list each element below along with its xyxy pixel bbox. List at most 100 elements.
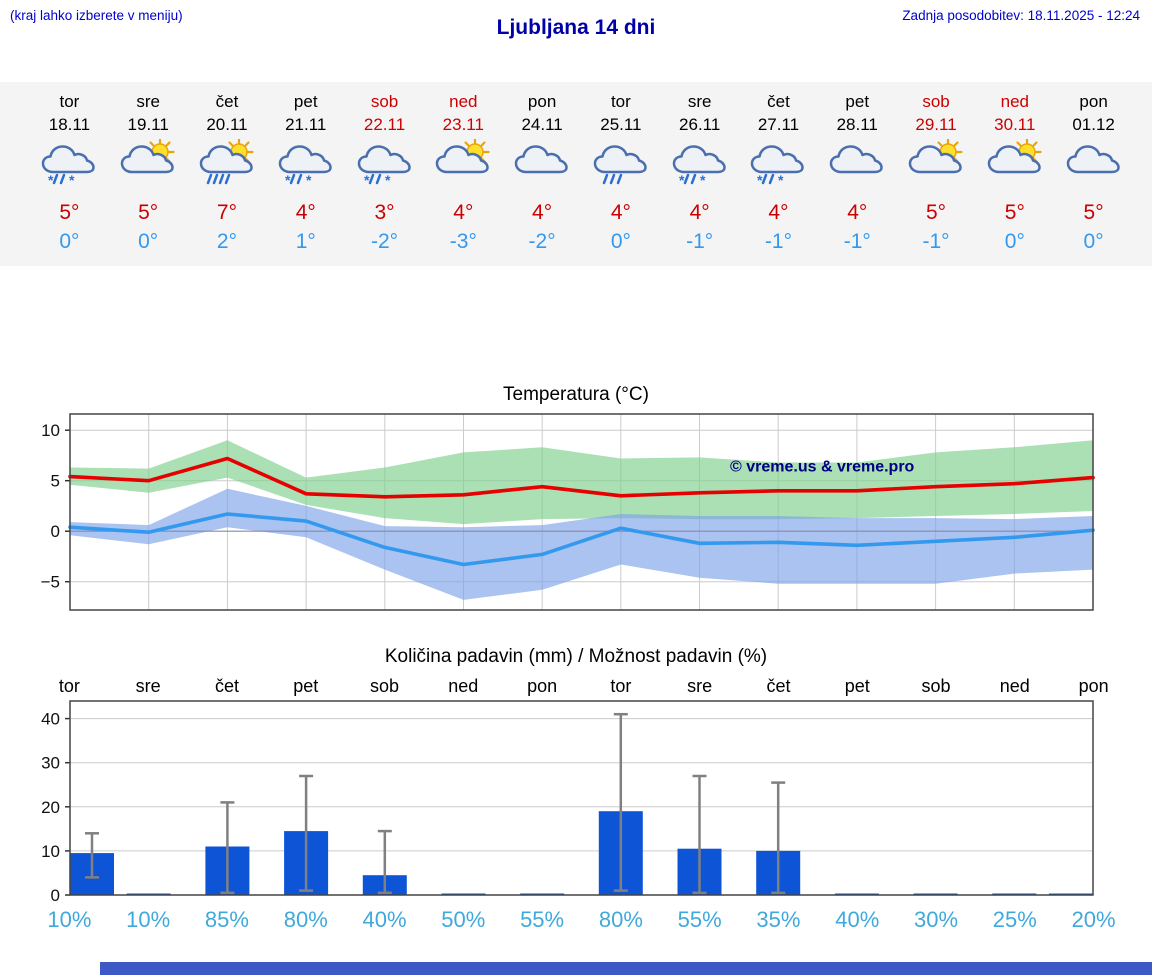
min-temp-value: 1°	[295, 230, 316, 253]
precip-probability-value: 20%	[1071, 907, 1116, 932]
weather-icon-rain-snow: * *	[30, 136, 109, 190]
min-temp-value: -1°	[922, 230, 950, 253]
day-date: 25.11	[600, 115, 642, 134]
precip-day-label: sob	[370, 676, 400, 696]
weather-icon-rain	[581, 136, 660, 190]
cloud-icon	[751, 145, 805, 174]
precip-probability-value: 25%	[992, 907, 1037, 932]
precip-day-label: čet	[214, 676, 239, 696]
cloud-icon	[829, 145, 883, 174]
precip-day-label: sob	[921, 676, 951, 696]
precip-day-label: ned	[448, 676, 479, 696]
precip-day-label: pet	[293, 676, 319, 696]
cloud-icon	[1066, 145, 1120, 174]
precip-day-label: ned	[999, 676, 1030, 696]
forecast-day-column: sob 29.11 5° -1°	[897, 90, 976, 256]
day-date: 21.11	[285, 115, 327, 134]
precip-day-label: sre	[135, 676, 161, 696]
forecast-day-column: sob 22.11 * * 3° -2°	[345, 90, 424, 256]
weather-icon-rain-snow: * *	[345, 136, 424, 190]
day-name: sre	[136, 92, 160, 111]
min-temp-value: 0°	[59, 230, 80, 253]
day-date: 20.11	[206, 115, 248, 134]
weather-icon-sun-cloud	[424, 136, 503, 190]
forecast-day-column: pet 21.11 * * 4° 1°	[266, 90, 345, 256]
min-temp-value: -2°	[528, 230, 556, 253]
cloud-icon	[42, 145, 96, 174]
forecast-day-column: ned 23.11 4° -3°	[424, 90, 503, 256]
cloud-icon	[278, 145, 332, 174]
cloud-icon	[514, 145, 568, 174]
precip-probability-value: 85%	[204, 907, 249, 932]
day-name: tor	[610, 92, 631, 111]
min-temp-value: 0°	[610, 230, 631, 253]
max-temp-value: 4°	[689, 201, 710, 224]
day-name: čet	[767, 92, 790, 111]
day-name: ned	[1000, 92, 1029, 111]
cloud-icon	[672, 145, 726, 174]
precip-day-label: pon	[527, 676, 558, 696]
max-temp-value: 4°	[532, 201, 553, 224]
last-updated-text: Zadnja posodobitev: 18.11.2025 - 12:24	[902, 8, 1140, 23]
max-temp-value: 4°	[453, 201, 474, 224]
precip-probability-value: 10%	[47, 907, 92, 932]
precip-probability-value: 30%	[914, 907, 959, 932]
precip-day-label: tor	[610, 676, 632, 696]
svg-text:*: *	[364, 172, 370, 187]
precip-probability-value: 80%	[598, 907, 643, 932]
precipitation-chart: 0 10 20 30 40	[41, 700, 1094, 905]
day-date: 24.11	[521, 115, 563, 134]
max-temp-value: 4°	[847, 201, 868, 224]
day-name: sre	[687, 92, 712, 111]
svg-text:*: *	[778, 172, 784, 187]
day-name: sob	[370, 92, 399, 111]
forecast-day-column: sre 19.11 5° 0°	[109, 90, 188, 256]
forecast-day-column: čet 20.11 7° 2°	[188, 90, 267, 256]
forecast-day-column: ned 30.11 5° 0°	[975, 90, 1054, 256]
svg-text:5: 5	[51, 472, 60, 491]
menu-hint-text: (kraj lahko izberete v meniju)	[10, 8, 183, 23]
svg-text:10: 10	[41, 421, 60, 440]
min-temp-value: -1°	[686, 230, 714, 253]
svg-text:*: *	[285, 172, 291, 187]
forecast-day-column: pon 01.12 5° 0°	[1054, 90, 1133, 256]
svg-text:40: 40	[41, 710, 60, 729]
max-temp-value: 5°	[925, 201, 947, 224]
min-temp-value: 0°	[1004, 230, 1025, 253]
precipitation-probability-row: 10% 10% 85% 80% 40% 50% 55% 80% 55% 35% 40% 30% 25% 2…	[30, 907, 1133, 933]
min-temp-value: -2°	[370, 230, 399, 253]
day-date: 28.11	[836, 115, 878, 134]
day-name: pet	[293, 92, 318, 111]
min-temp-value: 2°	[216, 230, 237, 253]
cloud-icon	[436, 145, 490, 174]
min-temp-value: 0°	[138, 230, 159, 253]
cloud-icon	[593, 145, 647, 174]
precip-probability-value: 55%	[677, 907, 722, 932]
temperature-chart: 10 5 0 −5 © vreme.us & vreme.pro	[41, 413, 1095, 614]
forecast-day-column: pet 28.11 4° -1°	[818, 90, 897, 256]
forecast-days-grid: tor 18.11 * * 5° 0° sre 19.11 5° 0° čet 20.11 7° 2° pe…	[30, 90, 1133, 256]
page-header: (kraj lahko izberete v meniju) Ljubljana…	[0, 0, 1152, 56]
svg-text:*: *	[306, 172, 312, 187]
precip-probability-value: 40%	[362, 907, 407, 932]
day-date: 01.12	[1072, 115, 1115, 134]
precip-probability-value: 40%	[835, 907, 880, 932]
forecast-day-column: tor 25.11 4° 0°	[581, 90, 660, 256]
svg-text:0: 0	[51, 886, 60, 905]
svg-text:10: 10	[41, 842, 60, 861]
day-name: čet	[215, 92, 239, 111]
day-date: 29.11	[915, 115, 957, 134]
max-temp-value: 7°	[216, 201, 237, 224]
day-name: tor	[59, 92, 80, 111]
svg-text:*: *	[69, 172, 75, 187]
svg-text:*: *	[700, 172, 706, 187]
precipitation-day-labels: tor sre čet pet sob ned pon tor sre čet pet sob ned p…	[30, 676, 1133, 697]
forecast-day-column: tor 18.11 * * 5° 0°	[30, 90, 109, 256]
min-temp-value: 0°	[1083, 230, 1104, 253]
forecast-day-column: pon 24.11 4° -2°	[503, 90, 582, 256]
page-title: Ljubljana 14 dni	[496, 16, 656, 39]
max-temp-value: 5°	[59, 201, 80, 224]
max-temp-value: 4°	[610, 201, 631, 224]
forecast-day-column: čet 27.11 * * 4° -1°	[739, 90, 818, 256]
